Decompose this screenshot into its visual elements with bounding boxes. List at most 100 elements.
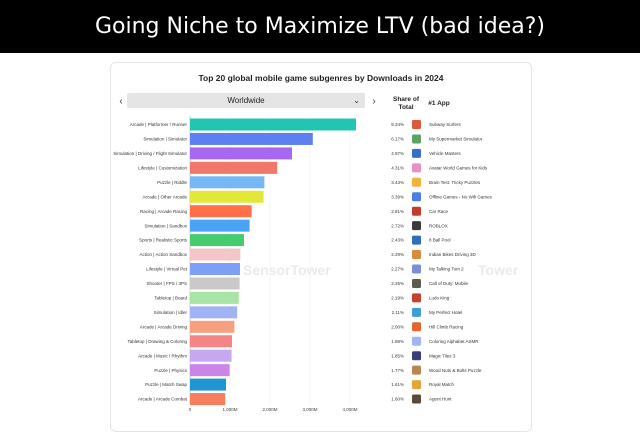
- category-label: Simulation | Simulator: [143, 137, 187, 142]
- app-icon: [412, 163, 421, 173]
- category-label: Action | Action Sandbox: [140, 252, 188, 257]
- share-value: 1.88%: [391, 339, 404, 344]
- share-value: 4.31%: [391, 165, 404, 170]
- app-icon: [412, 278, 421, 288]
- app-icon: [412, 293, 421, 303]
- app-icon: [412, 307, 421, 317]
- app-name: Wood Nuts & Bolts Puzzle: [429, 368, 482, 373]
- share-value: 2.27%: [391, 267, 404, 272]
- app-name: My Perfect Hotel: [429, 310, 462, 315]
- app-icon: [412, 264, 421, 274]
- app-icon: [412, 148, 421, 158]
- bar: [190, 147, 292, 160]
- bar: [190, 190, 264, 203]
- category-label: Simulation | Driving / Flight Simulator: [113, 151, 187, 156]
- share-value: 2.19%: [391, 296, 404, 301]
- app-icon: [412, 134, 421, 144]
- app-name: Hill Climb Racing: [429, 324, 464, 329]
- watermark-left: SensorTower: [243, 262, 331, 278]
- share-value: 2.11%: [392, 310, 404, 315]
- region-dropdown-value: Worldwide: [227, 96, 265, 105]
- chart-title: Top 20 global mobile game subgenres by D…: [198, 73, 444, 83]
- app-name: Ludo King: [429, 296, 450, 301]
- bar: [190, 132, 313, 145]
- bar: [190, 248, 241, 261]
- app-column-header: #1 App: [428, 100, 450, 107]
- category-label: Simulation | Sandbox: [145, 223, 188, 228]
- share-value: 3.39%: [391, 194, 404, 199]
- bar: [190, 335, 232, 348]
- share-value: 2.00%: [391, 324, 404, 329]
- x-tick-label: 3,000M: [302, 407, 317, 412]
- share-value: 8.34%: [391, 122, 404, 127]
- bar: [190, 161, 278, 174]
- share-value: 1.85%: [391, 353, 404, 358]
- slide-title: Going Niche to Maximize LTV (bad idea?): [94, 14, 545, 39]
- app-icon: [412, 221, 421, 231]
- app-name: Indian Bikes Driving 3D: [429, 252, 477, 257]
- watermark-right: Tower: [478, 262, 519, 278]
- category-label: Arcade | Arcade Combat: [138, 397, 188, 402]
- app-icon: [412, 250, 421, 260]
- bar: [190, 393, 226, 406]
- share-column-header: Share of Total: [392, 96, 419, 111]
- share-value: 6.17%: [391, 137, 404, 142]
- category-label: Tabletop | Drawing & Coloring: [128, 339, 188, 344]
- app-name: Brain Test: Tricky Puzzles: [429, 180, 481, 185]
- chevron-down-icon: ⌄: [353, 96, 360, 105]
- share-value: 1.61%: [391, 382, 404, 387]
- category-label: Puzzle | Physics: [154, 368, 187, 373]
- category-label: Arcade | Platformer / Runner: [130, 122, 188, 127]
- app-name: Royal Match: [429, 382, 455, 387]
- app-name: My Supermarket Simulator: [429, 137, 483, 142]
- share-value: 2.25%: [391, 281, 404, 286]
- app-name: 8 Ball Pool: [429, 238, 451, 243]
- category-label: Lifestyle | Virtual Pet: [146, 267, 188, 272]
- x-tick-label: 1,000M: [222, 407, 237, 412]
- app-icon: [412, 351, 421, 361]
- x-tick-label: 4,000M: [342, 407, 357, 412]
- category-label: Arcade | Arcade Driving: [140, 324, 188, 329]
- next-region-button[interactable]: ›: [372, 96, 376, 107]
- bar: [190, 349, 232, 362]
- bar: [190, 320, 235, 333]
- share-value: 2.43%: [391, 238, 404, 243]
- bar: [190, 176, 265, 189]
- app-icon: [412, 336, 421, 346]
- app-icon: [412, 365, 421, 375]
- category-label: Shooter | FPS / 3PS: [147, 281, 187, 286]
- category-label: Simulation | Idler: [154, 310, 188, 315]
- share-value: 2.72%: [391, 223, 404, 228]
- app-icon: [412, 120, 421, 129]
- app-icon: [412, 235, 421, 245]
- category-label: Tabletop | Board: [154, 296, 187, 301]
- region-dropdown[interactable]: Worldwide ⌄: [127, 93, 365, 108]
- app-name: Call of Duty: Mobile: [429, 281, 469, 286]
- category-label: Puzzle | Match Swap: [145, 382, 187, 387]
- app-name: Coloring Alphabet ASMR: [429, 339, 479, 344]
- category-label: Lifestyle | Customization: [138, 165, 187, 170]
- app-icon: [412, 206, 421, 216]
- app-name: Subway Surfers: [429, 122, 462, 127]
- category-label: Arcade | Music / Rhythm: [138, 353, 187, 358]
- app-name: Offline Games - No Wifi Games: [429, 194, 493, 199]
- bar: [190, 118, 356, 131]
- bar: [190, 364, 230, 377]
- bar: [190, 219, 250, 232]
- bar: [190, 263, 240, 275]
- app-icon: [412, 177, 421, 187]
- bar: [190, 291, 239, 304]
- prev-region-button[interactable]: ‹: [119, 96, 123, 107]
- category-label: Arcade | Other Arcade: [143, 194, 188, 199]
- bar: [190, 277, 240, 290]
- category-label: Sports | Realistic Sports: [139, 238, 188, 243]
- app-name: My Talking Tom 2: [429, 267, 464, 272]
- bar: [190, 306, 238, 319]
- app-name: Agent Hunt: [429, 397, 452, 402]
- app-icon: [412, 192, 421, 202]
- app-icon: [412, 322, 421, 332]
- app-name: Magic Tiles 3: [429, 353, 456, 358]
- app-name: Car Race: [429, 209, 449, 214]
- app-name: ROBLOX: [429, 223, 448, 228]
